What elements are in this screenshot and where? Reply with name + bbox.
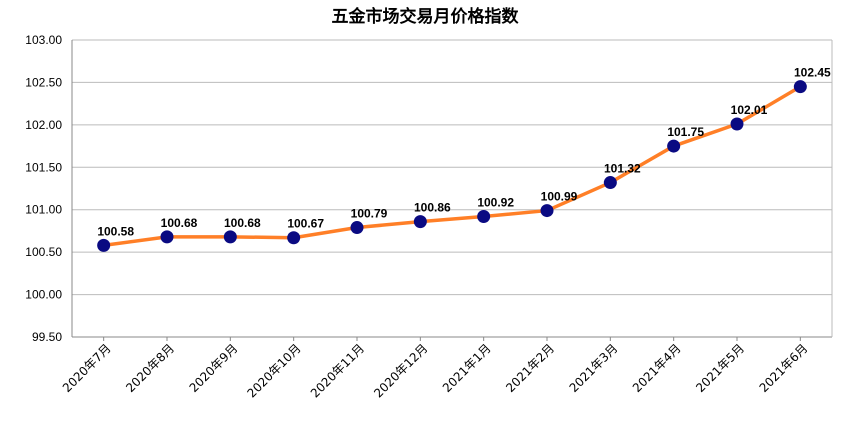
data-point bbox=[287, 231, 301, 245]
y-tick-label: 102.00 bbox=[25, 118, 62, 132]
x-tick-label: 2020年11月 bbox=[308, 341, 367, 400]
data-label: 102.45 bbox=[794, 66, 831, 80]
data-point bbox=[603, 176, 617, 190]
data-label: 100.86 bbox=[414, 201, 451, 215]
data-points bbox=[97, 80, 807, 252]
y-tick-label: 103.00 bbox=[25, 33, 62, 47]
data-label: 100.79 bbox=[351, 207, 388, 221]
data-label: 100.58 bbox=[97, 224, 134, 238]
x-tick-label: 2020年10月 bbox=[245, 341, 304, 400]
data-label: 102.01 bbox=[731, 103, 768, 117]
data-point bbox=[223, 230, 237, 244]
y-tick-label: 102.50 bbox=[25, 75, 62, 89]
data-label: 100.99 bbox=[541, 190, 578, 204]
y-tick-label: 101.00 bbox=[25, 203, 62, 217]
data-point bbox=[540, 204, 554, 218]
data-point bbox=[350, 221, 364, 235]
data-point bbox=[477, 210, 491, 224]
data-label: 100.92 bbox=[477, 196, 514, 210]
x-tick-label: 2021年2月 bbox=[503, 341, 557, 395]
data-label: 100.68 bbox=[161, 216, 198, 230]
gridlines bbox=[72, 39, 832, 296]
data-label: 100.68 bbox=[224, 216, 261, 230]
y-axis-ticks: 99.50 100.00 100.50 101.00 101.50 102.00 102.5… bbox=[25, 33, 62, 344]
data-label: 100.67 bbox=[287, 217, 324, 231]
x-tick-label: 2021年3月 bbox=[567, 341, 621, 395]
data-point bbox=[793, 80, 807, 94]
y-tick-label: 100.00 bbox=[25, 288, 62, 302]
x-tick-label: 2020年12月 bbox=[371, 341, 430, 400]
x-tick-label: 2021年5月 bbox=[693, 341, 747, 395]
series-line bbox=[103, 85, 802, 248]
chart-title: 五金市场交易月价格指数 bbox=[332, 6, 520, 27]
data-point bbox=[413, 215, 427, 229]
y-tick-label: 101.50 bbox=[25, 160, 62, 174]
data-point bbox=[667, 139, 681, 153]
data-label: 101.75 bbox=[667, 125, 704, 139]
x-axis-ticks: 2020年7月 2020年8月 2020年9月 2020年10月 2020年11月 202… bbox=[60, 337, 811, 400]
x-tick-label: 2021年6月 bbox=[757, 341, 811, 395]
data-point bbox=[730, 117, 744, 131]
x-tick-label: 2020年9月 bbox=[187, 341, 241, 395]
x-tick-label: 2020年8月 bbox=[123, 341, 177, 395]
data-labels: 100.58 100.68 100.68 100.67 100.79 100.86 100.… bbox=[97, 66, 831, 239]
x-tick-label: 2020年7月 bbox=[60, 341, 114, 395]
y-tick-label: 99.50 bbox=[32, 330, 62, 344]
axes bbox=[71, 40, 833, 338]
data-point bbox=[97, 238, 111, 252]
x-tick-label: 2021年4月 bbox=[630, 341, 684, 395]
data-label: 101.32 bbox=[604, 162, 641, 176]
data-point bbox=[160, 230, 174, 244]
y-tick-label: 100.50 bbox=[25, 245, 62, 259]
x-tick-label: 2021年1月 bbox=[440, 341, 494, 395]
